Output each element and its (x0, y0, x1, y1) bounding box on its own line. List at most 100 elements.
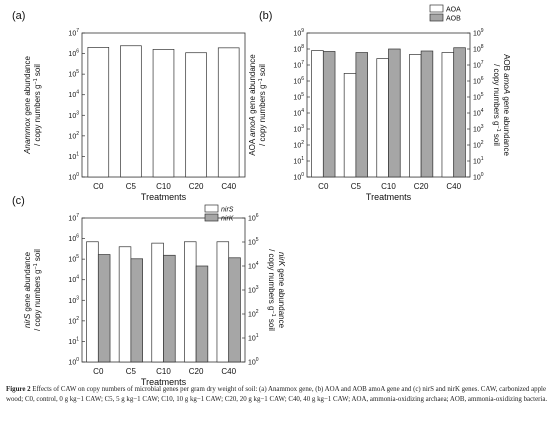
panel-1-ytick-label-left: 102 (68, 131, 79, 141)
panel-2-ytick-label-right: 107 (473, 60, 484, 70)
panel-1-y-axis-title-part2-1: / copy numbers g (33, 85, 42, 146)
panel-2-y-axis-title-right-part1-1: AOB (502, 54, 511, 73)
panel-2-ytick-label-left: 104 (293, 108, 304, 118)
panel-2-ytick-label-left-exp: 1 (301, 156, 304, 162)
panel-2-ytick-label-left: 106 (293, 76, 304, 86)
panel-2-ytick-label-left: 103 (293, 124, 304, 134)
panel-1-ytick-label-left-exp: 6 (76, 49, 79, 55)
panel-1-ytick-label-left-exp: 3 (76, 110, 79, 116)
panel-2-ytick-label-left-exp: 9 (301, 28, 304, 34)
panel-3-y-axis-title-right: nirK gene abundance/ copy numbers g−1 so… (267, 249, 286, 331)
panel-3-ytick-label-right-exp: 0 (256, 357, 259, 363)
panel-2-ytick-label-left-exp: 5 (301, 92, 304, 98)
panel-2-y-axis-title-left-part2-1: / copy numbers g (258, 85, 267, 146)
panel-2-bar-aoa-c5 (343, 73, 357, 178)
panel-2-bar-aob-c10 (388, 48, 401, 178)
panel-2-ytick-label-left-base: 10 (293, 175, 301, 182)
panel-3-x-axis-title: Treatments (141, 377, 187, 385)
panel-2-ytick-label-right: 103 (473, 124, 484, 134)
panel-3-ytick-label-left-base: 10 (68, 298, 76, 305)
panel-3-y-axis-title-right-line1: nirK gene abundance (277, 252, 286, 329)
panel-3-y-axis-title-left-part2-2: −1 (33, 263, 39, 269)
panel-2-ytick-label-left-base: 10 (293, 95, 301, 102)
panel-1-xtick-label: C40 (221, 182, 236, 191)
panel-3-ytick-label-right-base: 10 (248, 360, 256, 367)
panel-2-xtick-label: C10 (381, 182, 396, 191)
panel-3-legend-swatch (204, 204, 219, 213)
panel-2-bar-aoa-c40 (441, 52, 455, 178)
panel-1-ytick-label-left: 103 (68, 110, 79, 120)
panel-1-ytick-label-left-base: 10 (68, 72, 76, 79)
panel-1-y-axis-title-part1-2: gene abundance (23, 56, 32, 118)
panel-3-ytick-label-right-exp: 4 (256, 261, 259, 267)
panel-3-ytick-label-left: 103 (68, 295, 79, 305)
panel-1-ytick-label-left-base: 10 (68, 175, 76, 182)
panel-1-y-axis-title-part2-3: soil (33, 64, 42, 78)
panel-1-xtick-label: C0 (93, 182, 104, 191)
panel-2-ytick-label-left-exp: 0 (301, 172, 304, 178)
panel-3-ytick-label-right-exp: 5 (256, 237, 259, 243)
panel-2-ytick-label-left: 107 (293, 60, 304, 70)
panel-2-ytick-label-left: 105 (293, 92, 304, 102)
panel-2-bar-aoa-c20 (409, 54, 422, 178)
panel-3-ytick-label-left-base: 10 (68, 257, 76, 264)
panel-2-x-axis-title: Treatments (366, 192, 412, 202)
panel-3-y-axis-title-left-part2-1: / copy numbers g (33, 270, 42, 331)
panel-1-ytick-label-left-base: 10 (68, 31, 76, 38)
panel-2-y-axis-title-right-line2: / copy numbers g−1 soil (492, 64, 501, 146)
panel-3-ytick-label-left: 101 (68, 336, 79, 346)
panel-1-ytick-label-left: 104 (68, 90, 79, 100)
panel-3-y-axis-title-right-part2-3: soil (267, 317, 276, 331)
panel-3-ytick-label-right: 105 (248, 237, 259, 247)
panel-2-ytick-label-left-base: 10 (293, 31, 301, 38)
panel-3-ytick-label-left-exp: 3 (76, 295, 79, 301)
panel-2-ytick-label-right-exp: 4 (481, 108, 484, 114)
panel-2-ytick-label-right: 104 (473, 108, 484, 118)
panel-1-ytick-label-left: 101 (68, 151, 79, 161)
panel-3-y-axis-title-left-part2-3: soil (33, 249, 42, 263)
panel-1-y-axis-title-part2-2: −1 (33, 78, 39, 84)
panel-2-bar-aob-c20 (420, 50, 434, 178)
panel-1-bar-series-c5 (120, 45, 142, 178)
panel-3-ytick-label-right-base: 10 (248, 240, 256, 247)
panel-3-y-axis-title-right-part2-2: −1 (270, 310, 276, 316)
panel-3-legend-label: nirS (221, 207, 234, 214)
panel-3-ytick-label-left: 107 (68, 213, 79, 223)
panel-2-ytick-label-left: 102 (293, 140, 304, 150)
panel-2-y-axis-title-left-part1-1: AOA (248, 137, 257, 156)
panel-3-y-axis-title-left-part1-3: gene abundance (23, 251, 32, 313)
panel-2-y-axis-title-right-line1: AOB amoA gene abundance (502, 54, 511, 156)
panel-2-ytick-label-right-base: 10 (473, 79, 481, 86)
panel-2-xtick-label: C40 (446, 182, 461, 191)
panel-3-ytick-label-left-base: 10 (68, 360, 76, 367)
panel-2-y-axis-title-left-line2: / copy numbers g−1 soil (258, 64, 267, 146)
panel-2-ytick-label-right: 101 (473, 156, 484, 166)
panel-2-ytick-label-right-exp: 2 (481, 140, 484, 146)
panel-2-bar-aob-c0 (322, 51, 336, 178)
panel-2-ytick-label-right-base: 10 (473, 159, 481, 166)
panel-2-ytick-label-right: 108 (473, 44, 484, 54)
panel-3-y-axis-title-right-line2: / copy numbers g−1 soil (267, 249, 276, 331)
panel-2-ytick-label-left: 101 (293, 156, 304, 166)
panel-2-ytick-label-right-base: 10 (473, 63, 481, 70)
panel-2-bar-aoa-c10 (376, 58, 389, 178)
panel-3-bar-nirk-c10 (163, 254, 176, 363)
panel-3-ytick-label-left-base: 10 (68, 318, 76, 325)
panel-1-ytick-label-left-exp: 1 (76, 151, 79, 157)
panel-3-xtick-label: C40 (221, 367, 236, 376)
panel-1-y-axis-title: Anammox gene abundance / copy numbers g−1… (23, 56, 42, 155)
panel-2-xtick-label: C0 (318, 182, 329, 191)
panel-2-y-axis-title-right-part2-1: / copy numbers g (492, 64, 501, 125)
panel-2-ytick-label-right-exp: 6 (481, 76, 484, 82)
panel-3-bar-nirs-c40 (216, 241, 230, 363)
panel-2-ytick-label-right: 105 (473, 92, 484, 102)
panel-1-bar-series-c40 (217, 47, 240, 178)
panel-2-ytick-label-right-base: 10 (473, 111, 481, 118)
panel-2-ytick-label-right-base: 10 (473, 175, 481, 182)
panel-3-ytick-label-right-base: 10 (248, 312, 256, 319)
panel-3-bar-nirk-c5 (130, 258, 143, 363)
panel-2-ytick-label-left-base: 10 (293, 127, 301, 134)
panel-2-ytick-label-left-exp: 3 (301, 124, 304, 130)
panel-3-y-axis-title-left-part1-2: nirS (23, 313, 32, 328)
panel-3-y-axis-title-right-part2-1: / copy numbers g (267, 249, 276, 310)
